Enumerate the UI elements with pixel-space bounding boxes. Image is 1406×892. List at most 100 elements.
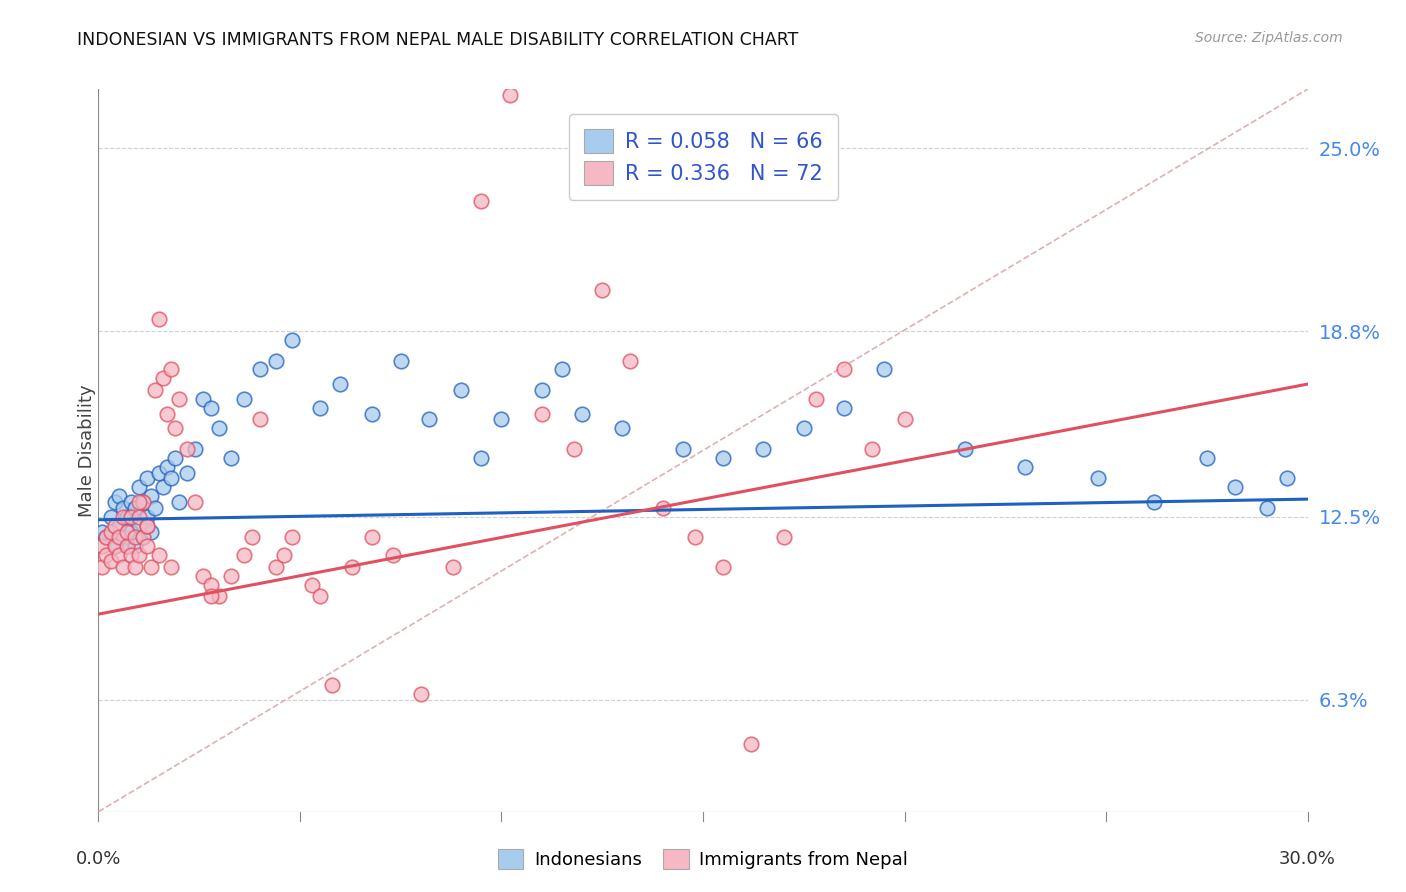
Point bbox=[120, 509, 142, 524]
Point bbox=[103, 539, 125, 553]
Point bbox=[124, 539, 146, 553]
Point bbox=[1256, 500, 1278, 515]
Point bbox=[530, 383, 553, 397]
Point bbox=[273, 548, 295, 562]
Point bbox=[1014, 459, 1036, 474]
Text: 30.0%: 30.0% bbox=[1279, 850, 1336, 868]
Point bbox=[167, 495, 190, 509]
Point bbox=[115, 539, 138, 553]
Point bbox=[1277, 471, 1299, 485]
Point bbox=[240, 531, 263, 545]
Point bbox=[148, 548, 170, 562]
Point bbox=[672, 442, 695, 456]
Point bbox=[860, 442, 883, 456]
Point bbox=[115, 539, 138, 553]
Point bbox=[163, 421, 186, 435]
Point bbox=[683, 531, 706, 545]
Point bbox=[221, 450, 243, 465]
Point bbox=[651, 500, 673, 515]
Point bbox=[208, 590, 231, 604]
Point bbox=[361, 531, 384, 545]
Point bbox=[309, 590, 332, 604]
Point bbox=[301, 577, 323, 591]
Point bbox=[309, 401, 332, 415]
Point bbox=[329, 377, 352, 392]
Point bbox=[184, 442, 207, 456]
Point bbox=[200, 590, 222, 604]
Point bbox=[167, 392, 190, 406]
Point bbox=[249, 412, 271, 426]
Point bbox=[143, 500, 166, 515]
Point bbox=[103, 495, 125, 509]
Point bbox=[321, 678, 343, 692]
Point bbox=[132, 531, 155, 545]
Point bbox=[148, 466, 170, 480]
Point bbox=[128, 548, 150, 562]
Point bbox=[1195, 450, 1218, 465]
Point bbox=[193, 392, 215, 406]
Point bbox=[591, 283, 613, 297]
Point bbox=[184, 495, 207, 509]
Point bbox=[176, 466, 198, 480]
Point bbox=[111, 560, 134, 574]
Point bbox=[132, 531, 155, 545]
Point bbox=[139, 524, 162, 539]
Point bbox=[441, 560, 464, 574]
Point bbox=[107, 518, 129, 533]
Point bbox=[120, 524, 142, 539]
Point bbox=[91, 560, 114, 574]
Point bbox=[498, 88, 520, 103]
Point bbox=[135, 539, 157, 553]
Point bbox=[143, 383, 166, 397]
Text: 0.0%: 0.0% bbox=[76, 850, 121, 868]
Point bbox=[135, 471, 157, 485]
Point bbox=[96, 531, 118, 545]
Point bbox=[711, 560, 734, 574]
Point bbox=[115, 509, 138, 524]
Legend: Indonesians, Immigrants from Nepal: Indonesians, Immigrants from Nepal bbox=[489, 839, 917, 879]
Point bbox=[128, 509, 150, 524]
Point bbox=[232, 548, 254, 562]
Point bbox=[124, 531, 146, 545]
Text: Source: ZipAtlas.com: Source: ZipAtlas.com bbox=[1195, 31, 1343, 45]
Point bbox=[491, 412, 513, 426]
Point bbox=[124, 560, 146, 574]
Point bbox=[128, 518, 150, 533]
Point bbox=[953, 442, 976, 456]
Point bbox=[200, 577, 222, 591]
Point bbox=[281, 333, 304, 347]
Point bbox=[107, 548, 129, 562]
Point bbox=[893, 412, 915, 426]
Point bbox=[832, 401, 855, 415]
Point bbox=[107, 531, 129, 545]
Point bbox=[156, 459, 179, 474]
Point bbox=[221, 569, 243, 583]
Point bbox=[711, 450, 734, 465]
Point bbox=[132, 495, 155, 509]
Point bbox=[160, 560, 183, 574]
Point bbox=[135, 518, 157, 533]
Point bbox=[200, 401, 222, 415]
Point bbox=[111, 509, 134, 524]
Point bbox=[120, 548, 142, 562]
Point bbox=[264, 560, 287, 574]
Point bbox=[361, 407, 384, 421]
Point bbox=[740, 737, 762, 751]
Point bbox=[120, 495, 142, 509]
Point bbox=[100, 554, 122, 568]
Point bbox=[418, 412, 440, 426]
Point bbox=[752, 442, 775, 456]
Point bbox=[115, 524, 138, 539]
Point bbox=[281, 531, 304, 545]
Point bbox=[804, 392, 827, 406]
Point bbox=[176, 442, 198, 456]
Point bbox=[551, 362, 574, 376]
Point bbox=[193, 569, 215, 583]
Point bbox=[96, 531, 118, 545]
Point bbox=[1143, 495, 1166, 509]
Point bbox=[163, 450, 186, 465]
Point bbox=[128, 495, 150, 509]
Point bbox=[832, 362, 855, 376]
Point bbox=[100, 509, 122, 524]
Point bbox=[873, 362, 896, 376]
